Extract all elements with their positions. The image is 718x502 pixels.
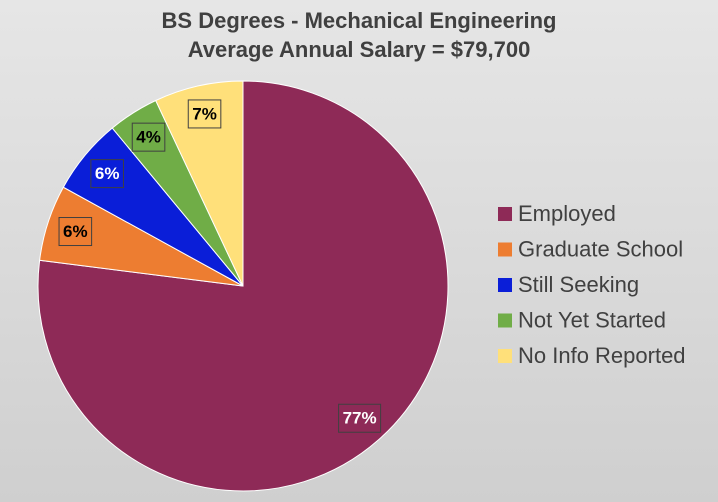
data-label: 77% (343, 409, 377, 428)
legend-swatch (498, 207, 512, 221)
legend-label: Not Yet Started (518, 307, 666, 332)
legend-swatch (498, 349, 512, 363)
data-label: 7% (192, 104, 217, 123)
chart-subtitle: Average Annual Salary = $79,700 (188, 37, 531, 62)
data-label: 6% (63, 222, 88, 241)
legend-label: Still Seeking (518, 272, 639, 297)
data-label-box (338, 403, 382, 433)
data-label-box (131, 122, 166, 152)
pie-slice (37, 80, 449, 492)
data-label-box (187, 99, 222, 129)
legend-swatch (498, 242, 512, 257)
legend-label: No Info Reported (518, 343, 686, 368)
legend-label: Employed (518, 201, 616, 226)
legend-label: Graduate School (518, 236, 683, 261)
data-label-box (90, 159, 124, 189)
legend-swatch (498, 278, 512, 292)
data-label: 6% (95, 164, 120, 183)
legend-swatch (498, 313, 512, 328)
data-label-box (58, 217, 93, 247)
data-label: 4% (136, 128, 161, 147)
pie-slice (155, 80, 244, 287)
chart-title: BS Degrees - Mechanical Engineering (162, 8, 557, 33)
